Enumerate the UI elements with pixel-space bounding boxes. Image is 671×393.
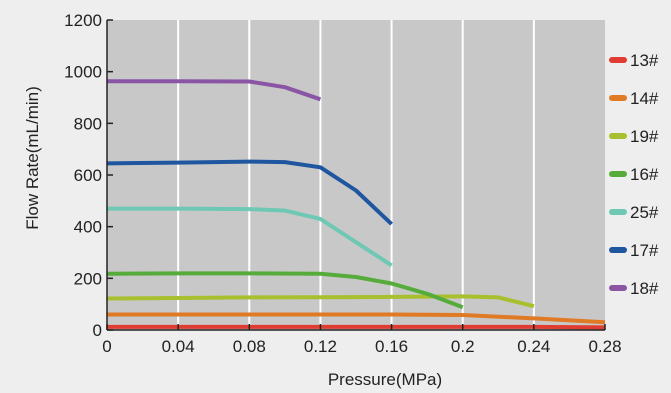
- x-tick-label: 0.24: [517, 337, 550, 356]
- y-tick-label: 0: [93, 321, 102, 340]
- y-tick-label: 800: [74, 114, 102, 133]
- x-tick-label: 0.12: [304, 337, 337, 356]
- series-line-16: [106, 271, 464, 310]
- y-tick-labels: 0 200 400 600 800 1000 1200: [64, 11, 102, 340]
- legend-label: 13#: [630, 51, 659, 70]
- legend-item: 14#: [609, 89, 659, 108]
- axes: [106, 19, 606, 331]
- series-line-14: [107, 312, 606, 325]
- legend-label: 17#: [630, 241, 659, 260]
- legend-label: 19#: [630, 127, 659, 146]
- y-tick-label: 600: [74, 166, 102, 185]
- series-line-18: [107, 79, 322, 102]
- series-line-25: [107, 206, 393, 268]
- y-axis-label: Flow Rate(mL/min): [23, 86, 42, 230]
- x-tick-labels: 0 0.04 0.08 0.12 0.16 0.2 0.24 0.28: [102, 337, 621, 356]
- x-tick-label: 0.08: [233, 337, 266, 356]
- x-tick-label: 0.04: [162, 337, 195, 356]
- y-tick-label: 1000: [64, 63, 102, 82]
- legend-label: 16#: [630, 165, 659, 184]
- legend-label: 18#: [630, 279, 659, 298]
- legend: 13# 14# 19# 16# 25# 17# 18#: [609, 51, 659, 298]
- y-tick-label: 200: [74, 269, 102, 288]
- y-tick-label: 400: [74, 218, 102, 237]
- x-tick-label: 0: [102, 337, 111, 356]
- x-tick-label: 0.2: [451, 337, 475, 356]
- plot-area: [107, 20, 605, 330]
- x-tick-label: 0.28: [588, 337, 621, 356]
- series-lines: [106, 79, 606, 330]
- legend-item: 13#: [609, 51, 659, 70]
- x-tick-label: 0.16: [375, 337, 408, 356]
- legend-item: 19#: [609, 127, 659, 146]
- series-line-19: [106, 294, 535, 309]
- legend-label: 25#: [630, 203, 659, 222]
- legend-item: 25#: [609, 203, 659, 222]
- legend-item: 17#: [609, 241, 659, 260]
- series-line-13: [107, 324, 606, 330]
- series-line-17: [106, 159, 393, 226]
- legend-item: 16#: [609, 165, 659, 184]
- legend-item: 18#: [609, 279, 659, 298]
- grid-lines: [177, 20, 535, 330]
- legend-label: 14#: [630, 89, 659, 108]
- x-axis-label: Pressure(MPa): [328, 370, 442, 389]
- y-tick-label: 1200: [64, 11, 102, 30]
